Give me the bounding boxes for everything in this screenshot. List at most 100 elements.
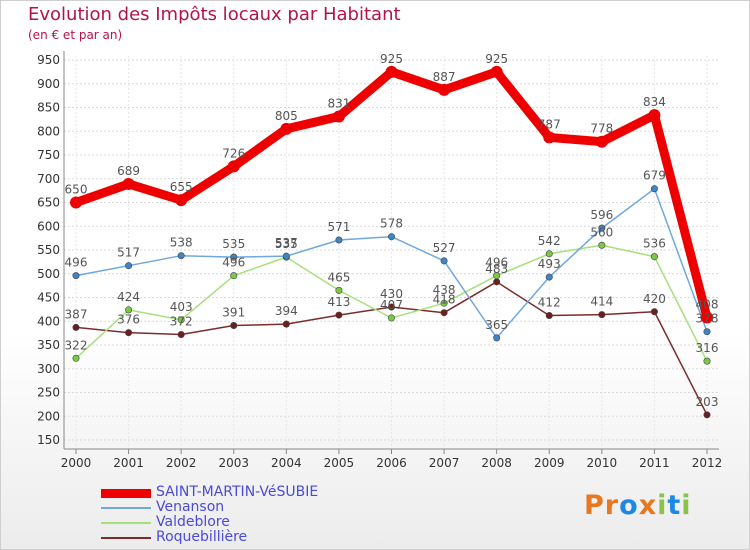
data-label: 831 [327,97,350,111]
data-point [280,122,293,135]
legend-swatch [101,522,151,524]
y-tick-label: 200 [37,409,60,423]
y-tick-label: 900 [37,77,60,91]
data-label: 414 [590,295,613,309]
data-label: 372 [170,315,193,329]
data-point [125,306,133,314]
data-point [493,272,501,280]
data-label: 316 [696,341,719,355]
x-tick-label: 2004 [271,456,302,470]
x-tick-label: 2000 [61,456,92,470]
x-tick-label: 2003 [218,456,249,470]
data-point [598,241,606,249]
data-label: 535 [222,237,245,251]
y-tick-label: 400 [37,314,60,328]
data-label: 412 [538,296,561,310]
data-label: 203 [696,395,719,409]
logo-letter: o [619,490,639,521]
data-label: 378 [696,312,719,326]
data-point [703,328,711,336]
chart-title: Evolution des Impôts locaux par Habitant [28,4,401,25]
x-tick-label: 2005 [324,456,355,470]
data-point [438,83,451,96]
data-label: 805 [275,109,298,123]
data-label: 413 [327,295,350,309]
x-tick-label: 2008 [481,456,512,470]
legend-swatch [101,507,151,509]
data-label: 517 [117,246,140,260]
data-label: 496 [65,256,88,270]
data-label: 535 [275,237,298,251]
x-tick-label: 2007 [429,456,460,470]
data-point [332,110,345,123]
y-tick-label: 500 [37,267,60,281]
data-point [650,253,658,261]
data-label: 536 [643,237,666,251]
data-point [70,196,82,209]
y-tick-label: 450 [37,291,60,305]
data-label: 578 [380,217,403,231]
y-tick-label: 750 [37,148,60,162]
data-point [282,320,290,328]
data-point [385,65,398,78]
legend-label: Venanson [156,499,225,515]
proxiti-logo: Proxiti [584,490,692,521]
data-point [545,250,553,258]
data-point [335,236,343,244]
data-point [545,312,553,320]
y-tick-label: 150 [37,433,60,447]
legend-label: Roquebillière [156,529,248,545]
y-tick-label: 950 [37,53,60,67]
data-label: 438 [433,283,456,297]
data-label: 493 [538,257,561,271]
data-point [648,109,661,122]
data-point [335,286,343,294]
data-label: 689 [117,164,140,178]
data-point [387,233,395,241]
data-point [650,308,658,316]
data-label: 655 [170,180,193,194]
data-label: 542 [538,234,561,248]
data-label: 322 [65,338,88,352]
data-label: 726 [222,146,245,160]
legend-swatch [101,537,151,539]
data-point [177,331,185,339]
data-label: 418 [433,293,456,307]
data-point [545,273,553,281]
y-tick-label: 600 [37,219,60,233]
data-label: 787 [538,117,561,131]
data-label: 887 [433,70,456,84]
y-tick-label: 650 [37,196,60,210]
y-tick-label: 300 [37,362,60,376]
data-point [230,253,238,261]
data-label: 424 [117,290,140,304]
x-tick-label: 2002 [166,456,197,470]
data-label: 496 [222,256,245,270]
logo-letter: i [657,490,668,521]
x-tick-label: 2012 [692,456,723,470]
data-point [598,311,606,319]
data-label: 834 [643,95,666,109]
data-label: 376 [117,313,140,327]
data-label: 465 [327,270,350,284]
data-label: 387 [65,307,88,321]
data-label: 403 [170,300,193,314]
data-point [125,262,133,270]
data-point [72,354,80,362]
data-point [230,272,238,280]
logo-letter: t [667,490,682,521]
data-point [175,194,188,207]
data-point [703,411,711,419]
y-tick-label: 700 [37,172,60,186]
data-point [387,303,395,311]
data-label: 430 [380,287,403,301]
data-point [650,185,658,193]
chart-subtitle: (en € et par an) [28,28,123,42]
x-tick-label: 2010 [587,456,618,470]
y-tick-label: 800 [37,124,60,138]
data-point [387,314,395,322]
data-label: 925 [485,52,508,66]
data-label: 571 [327,220,350,234]
data-point [440,299,448,307]
